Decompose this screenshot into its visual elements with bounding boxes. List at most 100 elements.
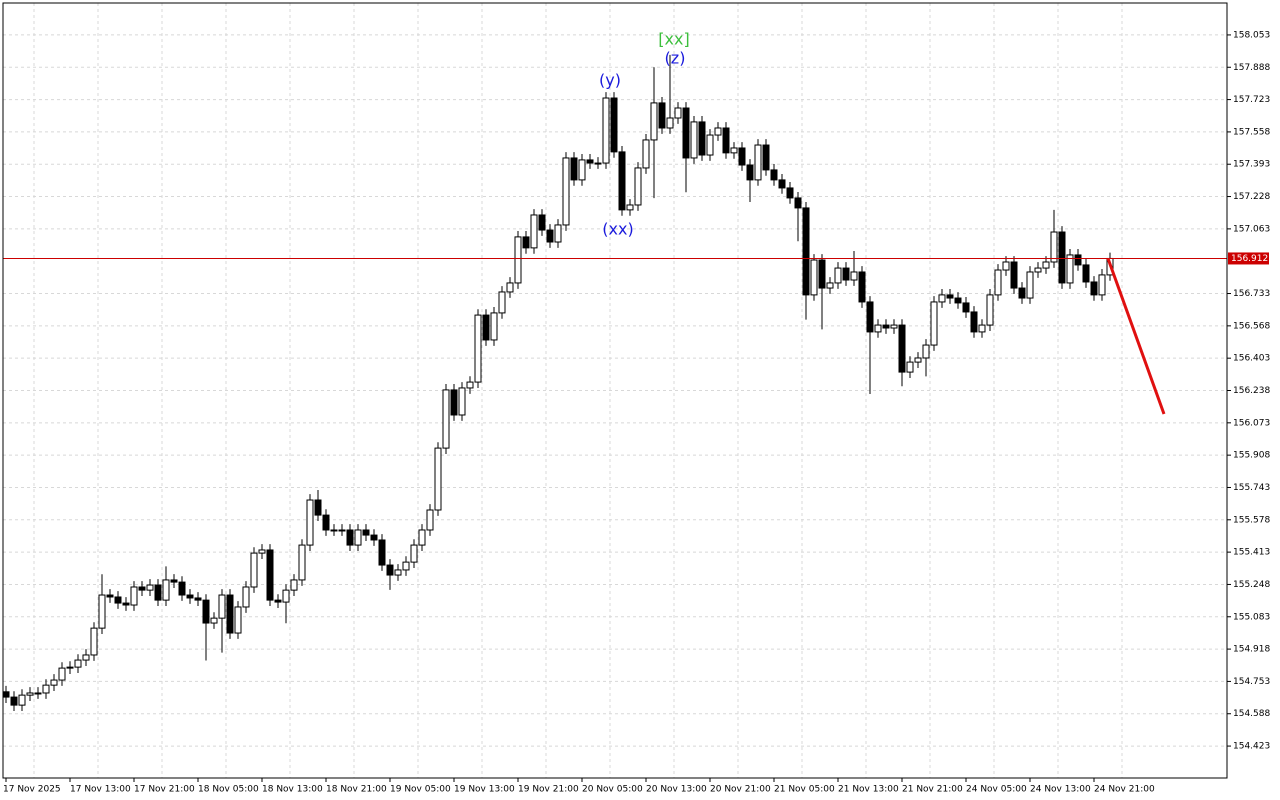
y-tick-label: 156.238: [1233, 386, 1270, 396]
candle-body: [874, 324, 882, 333]
plot-border: [2, 2, 1228, 779]
candle-body: [706, 134, 714, 156]
candle-body: [658, 102, 666, 129]
candle-body: [1034, 267, 1042, 273]
candle-body: [634, 167, 642, 206]
y-tick-label: 157.228: [1233, 192, 1270, 202]
candle-body: [666, 117, 674, 129]
candle-body: [306, 499, 314, 546]
candle-body: [378, 539, 386, 566]
candle-body: [122, 602, 130, 606]
candle-body: [218, 594, 226, 619]
candles: [2, 54, 1114, 712]
candle-body: [106, 594, 114, 598]
candle-body: [66, 666, 74, 669]
price-label: 156.912: [1231, 254, 1268, 264]
candle-body: [330, 529, 338, 532]
y-tick-label: 157.393: [1233, 160, 1270, 170]
y-tick-label: 157.558: [1233, 127, 1270, 137]
candle-body: [1018, 287, 1026, 299]
x-tick-label: 17 Nov 2025: [3, 785, 61, 795]
candle-body: [138, 586, 146, 591]
x-tick-label: 20 Nov 05:00: [582, 785, 643, 795]
x-tick-label: 24 Nov 05:00: [966, 785, 1027, 795]
candle-body: [986, 294, 994, 326]
candle-body: [546, 229, 554, 243]
candle-body: [418, 529, 426, 546]
candle-body: [242, 586, 250, 608]
candle-body: [866, 301, 874, 333]
candle-body: [26, 692, 34, 696]
overlay: 158.053 157.888 157.723 157.558 157.393 157.2…: [3, 30, 1270, 795]
candle-body: [642, 139, 650, 169]
candle-body: [834, 267, 842, 284]
candle-body: [954, 297, 962, 304]
candle-body: [402, 561, 410, 571]
candle-body: [698, 121, 706, 156]
candle-body: [362, 529, 370, 536]
y-tick-label: 154.753: [1233, 677, 1270, 687]
candle-body: [858, 271, 866, 303]
x-tick-label: 18 Nov 21:00: [326, 785, 387, 795]
x-tick-label: 21 Nov 21:00: [902, 785, 963, 795]
candle-body: [426, 509, 434, 531]
candle-body: [922, 344, 930, 359]
candle-body: [266, 549, 274, 601]
candle-body: [730, 147, 738, 154]
candle-body: [626, 204, 634, 211]
candle-body: [514, 236, 522, 284]
candle-body: [594, 162, 602, 165]
candle-body: [42, 684, 50, 694]
candle-body: [258, 549, 266, 554]
candle-body: [458, 387, 466, 416]
candle-body: [154, 584, 162, 601]
candle-body: [50, 679, 58, 686]
candle-body: [738, 147, 746, 166]
candle-body: [850, 271, 858, 281]
candle-body: [370, 534, 378, 541]
candle-body: [450, 389, 458, 416]
x-tick-label: 17 Nov 21:00: [134, 785, 195, 795]
y-tick-label: 155.908: [1233, 451, 1270, 461]
candle-body: [394, 569, 402, 576]
x-tick-label: 19 Nov 13:00: [454, 785, 515, 795]
candle-body: [442, 389, 450, 449]
candle-body: [234, 606, 242, 634]
y-tick-label: 156.733: [1233, 289, 1270, 299]
x-tick-label: 21 Nov 13:00: [838, 785, 899, 795]
candle-body: [338, 529, 346, 532]
candle-body: [170, 579, 178, 583]
y-tick-label: 155.578: [1233, 515, 1270, 525]
y-tick-label: 155.083: [1233, 612, 1270, 622]
candle-body: [178, 581, 186, 596]
candle-body: [602, 97, 610, 164]
y-tick-label: 157.888: [1233, 63, 1270, 73]
candle-body: [1010, 261, 1018, 289]
candle-body: [210, 617, 218, 624]
candle-body: [802, 207, 810, 296]
price-label-box: [1228, 252, 1269, 265]
candle-body: [490, 312, 498, 341]
candle-body: [1026, 271, 1034, 299]
candle-body: [770, 169, 778, 181]
candle-body: [778, 179, 786, 189]
y-tick-label: 156.073: [1233, 418, 1270, 428]
candle-body: [434, 447, 442, 511]
candle-body: [586, 159, 594, 164]
candle-body: [322, 514, 330, 531]
candle-body: [410, 544, 418, 563]
candle-body: [890, 324, 898, 329]
candle-body: [90, 627, 98, 656]
candle-body: [898, 324, 906, 373]
candle-body: [10, 696, 18, 706]
candle-body: [970, 311, 978, 333]
x-tick-label: 20 Nov 13:00: [646, 785, 707, 795]
candle-body: [1074, 254, 1082, 266]
candle-body: [994, 269, 1002, 296]
candle-body: [762, 144, 770, 171]
candle-body: [1042, 261, 1050, 269]
x-tick-label: 21 Nov 05:00: [774, 785, 835, 795]
candle-body: [538, 214, 546, 231]
x-tick-label: 19 Nov 05:00: [390, 785, 451, 795]
